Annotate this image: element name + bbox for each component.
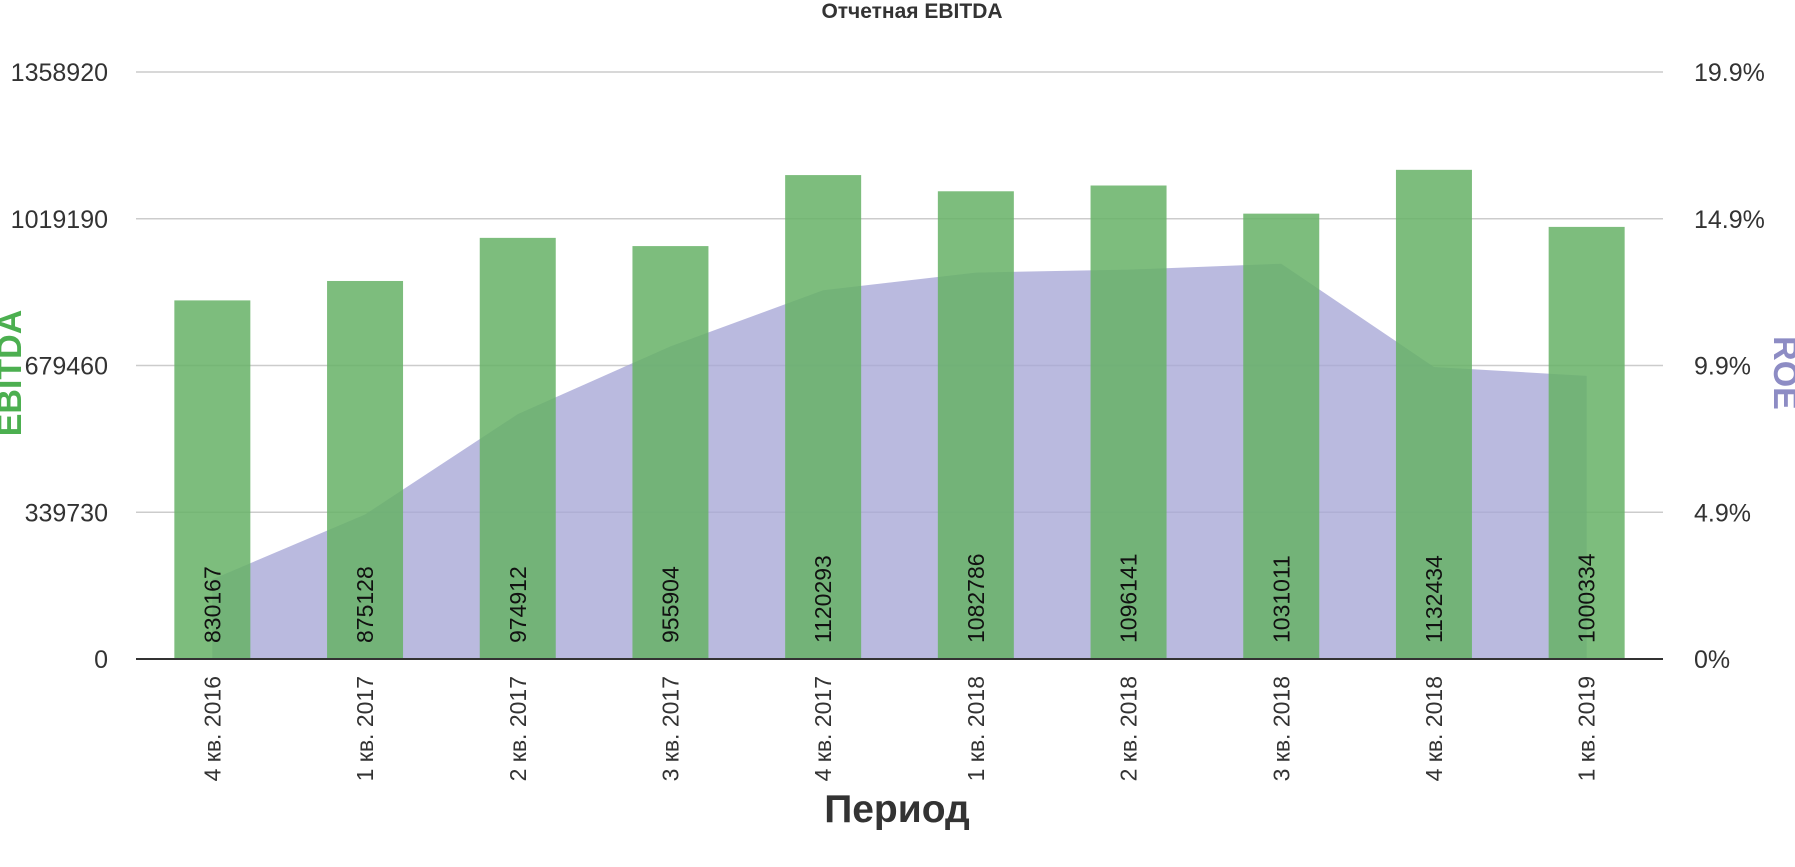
y-tick-label-right: 14.9% (1694, 206, 1765, 234)
ticks: 0 0% 339730 4.9% 679460 9.9% 1019190 14.9% 13589… (11, 59, 1765, 781)
x-axis-title: Период (824, 788, 970, 831)
y-tick-label-left: 339730 (25, 499, 108, 527)
data-label: 875128 (352, 566, 378, 643)
ebitda-bar (327, 280, 404, 659)
x-tick-label: 1 кв. 2017 (352, 676, 378, 781)
ebitda-bar (785, 175, 862, 659)
x-tick-label: 3 кв. 2017 (657, 676, 683, 781)
data-label: 830167 (199, 566, 225, 643)
ebitda-bar (1090, 185, 1167, 659)
x-tick-label: 2 кв. 2017 (505, 676, 531, 781)
roe-area-layer (212, 263, 1587, 659)
data-label: 1132434 (1421, 555, 1447, 643)
x-tick-label: 2 кв. 2018 (1116, 676, 1142, 781)
y-tick-label-right: 4.9% (1694, 499, 1751, 527)
data-label: 1031011 (1268, 555, 1294, 643)
ebitda-bar (1395, 169, 1472, 659)
ebitda-bar (174, 300, 251, 659)
y-tick-label-left: 1358920 (11, 59, 108, 87)
y-axis-title-left: EBITDA (0, 310, 29, 437)
y-tick-label-right: 19.9% (1694, 59, 1765, 87)
data-label: 1082786 (963, 553, 989, 643)
y-tick-label-right: 9.9% (1694, 353, 1751, 381)
ebitda-bar (632, 246, 709, 659)
y-tick-label-left: 1019190 (11, 206, 108, 234)
ebitda-bar (937, 191, 1014, 659)
x-tick-label: 4 кв. 2017 (810, 676, 836, 781)
y-tick-label-left: 0 (94, 646, 108, 674)
y-tick-label-right: 0% (1694, 646, 1730, 674)
x-tick-label: 4 кв. 2018 (1421, 676, 1447, 781)
data-labels: 830167 875128 974912 955904 1120293 1082786 10… (199, 553, 1599, 643)
ebitda-bar (1548, 226, 1625, 659)
data-label: 955904 (657, 566, 683, 643)
x-tick-label: 1 кв. 2018 (963, 676, 989, 781)
y-axis-title-right: ROE (1766, 336, 1795, 410)
roe-area (212, 263, 1587, 659)
ebitda-bar (479, 237, 556, 660)
data-label: 1096141 (1116, 553, 1142, 643)
x-tick-label: 1 кв. 2019 (1574, 676, 1600, 781)
data-label: 1120293 (810, 555, 836, 643)
chart-title: Отчетная EBITDA (821, 0, 1002, 23)
data-label: 1000334 (1574, 553, 1600, 643)
ebitda-bar-layer (174, 169, 1625, 660)
data-label: 974912 (505, 566, 531, 643)
ebitda-bar (1243, 213, 1320, 659)
x-tick-label: 3 кв. 2018 (1268, 676, 1294, 781)
y-tick-label-left: 679460 (25, 353, 108, 381)
x-tick-label: 4 кв. 2016 (199, 676, 225, 781)
